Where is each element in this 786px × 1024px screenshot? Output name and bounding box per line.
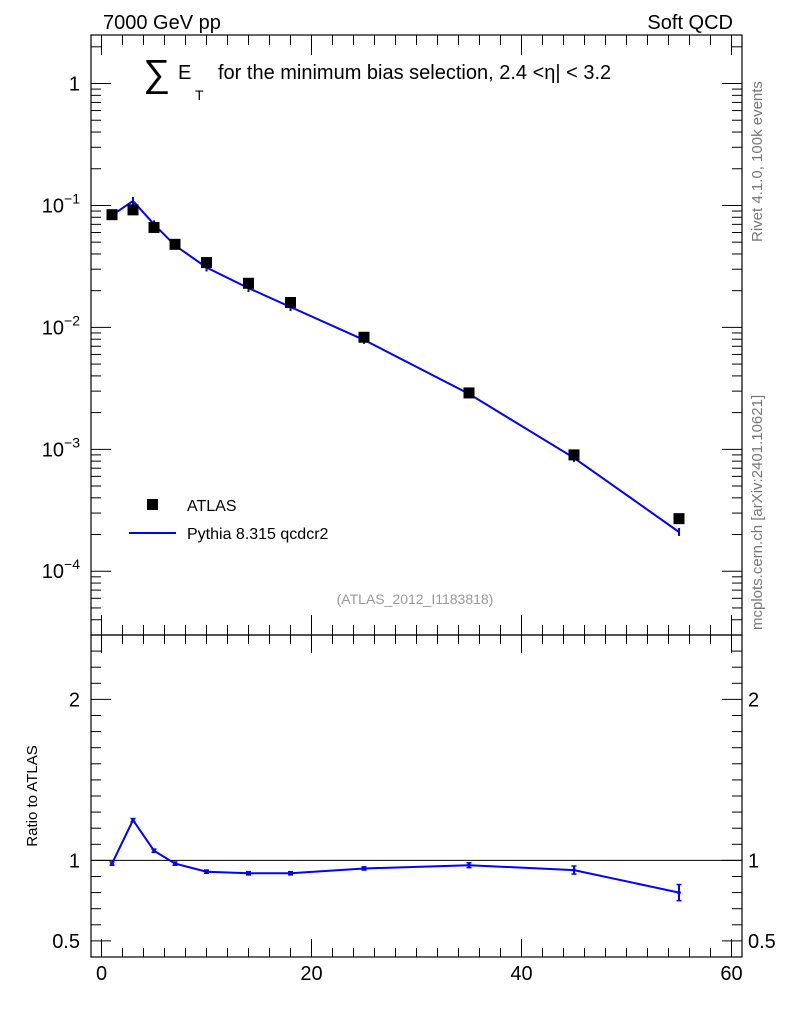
x-tick-label: 60 (720, 963, 742, 985)
main-y-tick-label: 10−1 (42, 190, 80, 217)
ratio-point (572, 868, 576, 872)
ratio-point (246, 871, 251, 876)
ratio-point (152, 848, 156, 853)
analysis-id-label: (ATLAS_2012_I1183818) (337, 591, 494, 607)
main-panel-frame (90, 34, 743, 636)
title-sum-symbol: ∑ (143, 53, 170, 95)
ratio-point (362, 866, 366, 871)
ratio-y-tick-label-left: 2 (69, 689, 80, 711)
title-text: for the minimum bias selection, 2.4 <η| … (218, 62, 611, 84)
legend-atlas-label: ATLAS (187, 498, 237, 515)
ratio-y-tick-label-left: 1 (69, 850, 80, 872)
atlas-data-point (201, 257, 212, 269)
header-energy-label: 7000 GeV pp (103, 12, 221, 34)
main-y-tick-label: 10−4 (42, 556, 80, 583)
mcplots-credit-label: mcplots.cern.ch [arXiv:2401.10621] (749, 395, 766, 630)
atlas-data-point (285, 296, 296, 308)
ratio-panel-frame (90, 634, 743, 958)
x-tick-label: 0 (96, 963, 107, 985)
main-axes: 1 10−1 10−2 10−3 10−4 (42, 35, 742, 636)
ratio-line (111, 818, 680, 894)
ratio-y-tick-label-right: 2 (748, 689, 759, 711)
ratio-point (173, 861, 177, 866)
header-process-label: Soft QCD (647, 12, 733, 34)
atlas-data-point (673, 513, 685, 525)
atlas-data-point (106, 209, 118, 221)
atlas-data-point (243, 277, 254, 289)
ratio-point (110, 861, 114, 866)
ratio-y-axis-label: Ratio to ATLAS (24, 745, 41, 846)
ratio-point (467, 863, 471, 868)
ratio-axes: 2 2 1 1 0.5 0.5 (52, 650, 776, 953)
main-y-tick-label: 10−3 (42, 434, 80, 461)
ratio-point (288, 871, 293, 876)
atlas-data-point (358, 331, 370, 343)
ratio-point (677, 890, 681, 895)
plot-title: ∑ E T for the minimum bias selection, 2.… (143, 53, 611, 103)
ratio-y-tick-label-left: 0.5 (52, 931, 80, 953)
atlas-data-point (463, 387, 475, 399)
atlas-data-point (169, 238, 181, 250)
legend-pythia-label: Pythia 8.315 qcdcr2 (187, 526, 329, 543)
x-tick-label: 20 (300, 963, 322, 985)
title-subscript: T (195, 87, 204, 103)
ratio-y-tick-label-right: 0.5 (748, 931, 776, 953)
ratio-series (109, 817, 682, 902)
legend-atlas-marker (147, 499, 158, 510)
atlas-data-point (148, 221, 160, 233)
x-axis: 0 20 40 60 (96, 635, 743, 985)
ratio-y-tick-label-right: 1 (748, 850, 759, 872)
ratio-point (131, 818, 135, 822)
atlas-data-point (127, 204, 139, 216)
atlas-data-point (568, 449, 580, 461)
main-series (106, 196, 685, 536)
rivet-version-label: Rivet 4.1.0, 100k events (749, 81, 766, 242)
legend: ATLAS Pythia 8.315 qcdcr2 (129, 498, 329, 543)
main-y-tick-label: 1 (69, 74, 80, 96)
pythia-line (111, 199, 680, 533)
main-y-tick-label: 10−2 (42, 312, 80, 339)
title-variable: E (178, 62, 191, 84)
ratio-point (204, 869, 209, 874)
x-tick-label: 40 (510, 963, 532, 985)
